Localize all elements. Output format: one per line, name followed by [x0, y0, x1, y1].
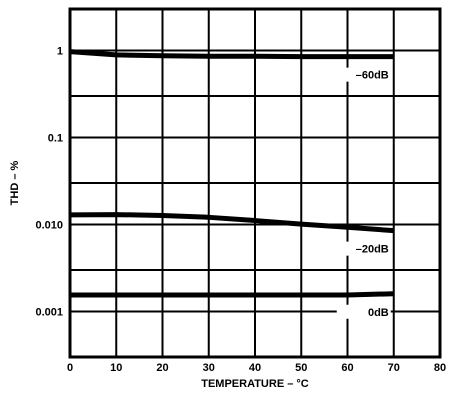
series-line — [69, 212, 394, 234]
y-axis-label: THD – % — [9, 160, 21, 205]
y-tick-label: 0.001 — [35, 307, 63, 319]
series-lines — [69, 49, 394, 298]
series-label: –20dB — [356, 244, 389, 256]
plot-frame — [68, 7, 442, 359]
y-tick-label: 0.010 — [35, 220, 63, 232]
x-axis-label: TEMPERATURE – °C — [201, 378, 309, 390]
series-label-bg — [336, 241, 391, 256]
series-labels: –60dB –20dB 0dB — [336, 67, 391, 319]
series-label: 0dB — [368, 307, 389, 319]
y-tick-label: 1 — [57, 46, 63, 58]
x-tick-label: 10 — [110, 362, 122, 374]
series-label-bg — [336, 67, 391, 82]
x-tick-label: 40 — [249, 362, 261, 374]
x-tick-label: 60 — [341, 362, 353, 374]
grid — [70, 9, 440, 358]
x-tick-label: 20 — [156, 362, 168, 374]
series-label-bg — [336, 304, 391, 319]
x-tick-label: 30 — [203, 362, 215, 374]
series-label: –60dB — [356, 70, 389, 82]
y-tick-label: 0.1 — [48, 133, 63, 145]
series-line — [69, 49, 394, 60]
series-line — [70, 291, 394, 298]
x-tick-label: 50 — [295, 362, 307, 374]
x-tick-label: 70 — [388, 362, 400, 374]
tick-labels: 0 10 20 30 40 50 60 70 80 1 0.1 0.010 0.001 — [35, 46, 446, 374]
x-tick-label: 80 — [434, 362, 446, 374]
x-tick-label: 0 — [67, 362, 73, 374]
